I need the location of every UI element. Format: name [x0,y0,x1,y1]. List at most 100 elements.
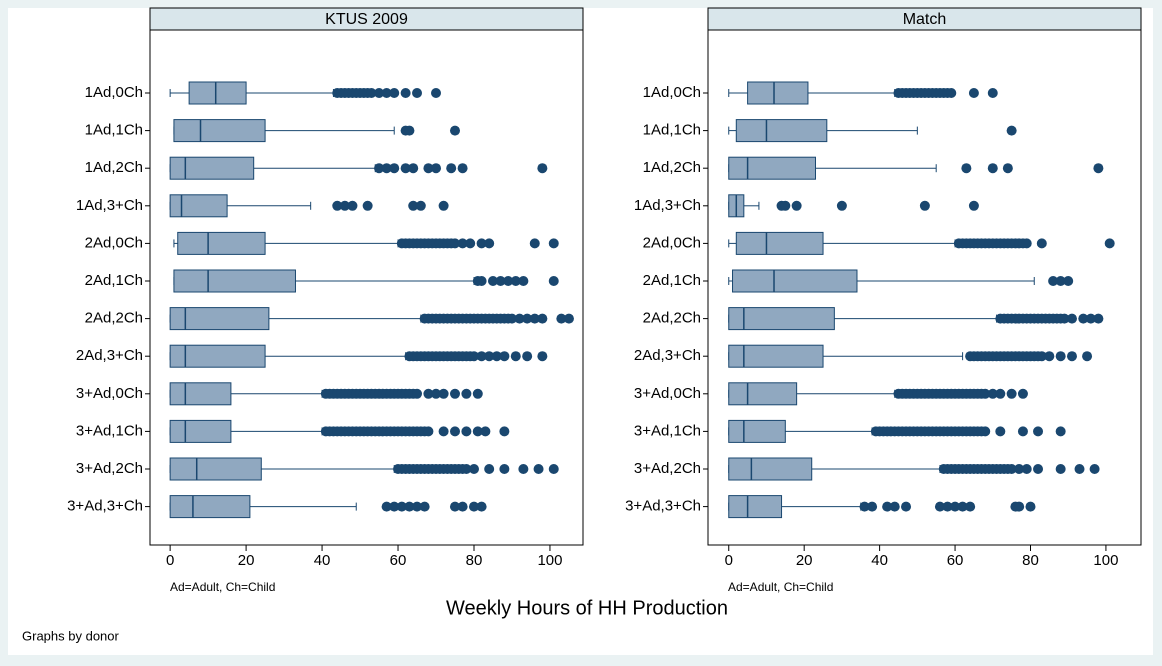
box [747,81,809,105]
outlier [522,313,533,324]
x-tick-label: 20 [238,552,255,569]
outlier [389,501,400,512]
x-tick-label: 20 [796,552,813,569]
outlier [400,88,411,98]
outlier [791,200,802,211]
outlier [987,388,998,399]
outlier [480,426,491,437]
outlier [487,276,498,286]
outlier [1036,351,1047,362]
outlier [438,426,449,437]
outlier [537,351,548,362]
x-axis-label: Weekly Hours of HH Production [446,597,728,619]
outlier [950,501,961,512]
outlier [942,501,953,512]
panel-title: Match [903,11,947,28]
outlier [1002,163,1013,174]
y-tick-label: 2Ad,0Ch [643,234,701,251]
outlier [563,313,574,324]
outlier [457,163,468,174]
box [728,457,813,481]
box [728,382,798,406]
outlier [510,351,521,362]
outlier [423,163,434,174]
outlier [548,276,559,286]
outlier [980,426,991,437]
box [728,307,835,331]
caption: Graphs by donor [22,628,120,643]
y-tick-label: 3+Ad,0Ch [634,385,701,402]
outlier [1055,276,1066,286]
outlier [457,238,468,249]
box [169,344,266,368]
outlier [476,238,487,249]
outlier [1021,464,1032,474]
outlier [1089,464,1100,474]
y-tick-label: 1Ad,3+Ch [76,197,143,214]
outlier [461,388,472,399]
outlier [968,88,979,98]
x-tick-label: 100 [537,552,562,569]
outlier [374,163,385,174]
outlier [1021,238,1032,249]
outlier [1066,313,1077,324]
outlier [919,200,930,211]
outlier [1006,464,1017,474]
outlier [472,426,483,437]
outlier [491,351,502,362]
outlier [468,351,479,362]
outlier [404,501,415,512]
outlier [1017,426,1028,437]
y-tick-label: 1Ad,2Ch [643,159,701,176]
outlier [529,238,540,249]
y-tick-label: 2Ad,3+Ch [76,347,143,364]
outlier [1085,313,1096,324]
x-tick-label: 80 [1022,552,1039,569]
box [735,119,828,143]
outlier [548,464,559,474]
outlier [961,163,972,174]
outlier [431,88,442,98]
outlier [1033,426,1044,437]
outlier [381,163,392,174]
outlier [965,501,976,512]
outlier [484,238,495,249]
y-tick-label: 3+Ad,1Ch [76,422,143,439]
box [728,344,824,368]
box [728,156,816,180]
x-tick-label: 60 [947,552,964,569]
outlier [389,88,400,98]
outlier [1055,426,1066,437]
x-tick-label: 40 [314,552,331,569]
outlier [476,501,487,512]
outlier [1078,313,1089,324]
y-tick-label: 1Ad,2Ch [85,159,143,176]
y-tick-label: 2Ad,0Ch [85,234,143,251]
box [728,495,783,519]
y-tick-label: 3+Ad,2Ch [634,460,701,477]
outlier [1082,351,1093,362]
outlier [957,501,968,512]
box [169,307,270,331]
outlier [476,276,487,286]
box [169,382,232,406]
note: Ad=Adult, Ch=Child [728,580,833,594]
outlier [533,464,544,474]
y-tick-label: 1Ad,1Ch [85,122,143,139]
outlier [476,351,487,362]
outlier [1066,351,1077,362]
y-tick-label: 1Ad,0Ch [85,84,143,101]
box [173,119,266,143]
outlier [412,88,423,98]
outlier [408,200,419,211]
outlier [968,200,979,211]
outlier [449,238,460,249]
outlier [449,388,460,399]
outlier [934,501,945,512]
y-tick-label: 2Ad,2Ch [85,310,143,327]
x-tick-label: 100 [1093,552,1118,569]
outlier [419,501,430,512]
x-tick-label: 40 [871,552,888,569]
outlier [468,464,479,474]
